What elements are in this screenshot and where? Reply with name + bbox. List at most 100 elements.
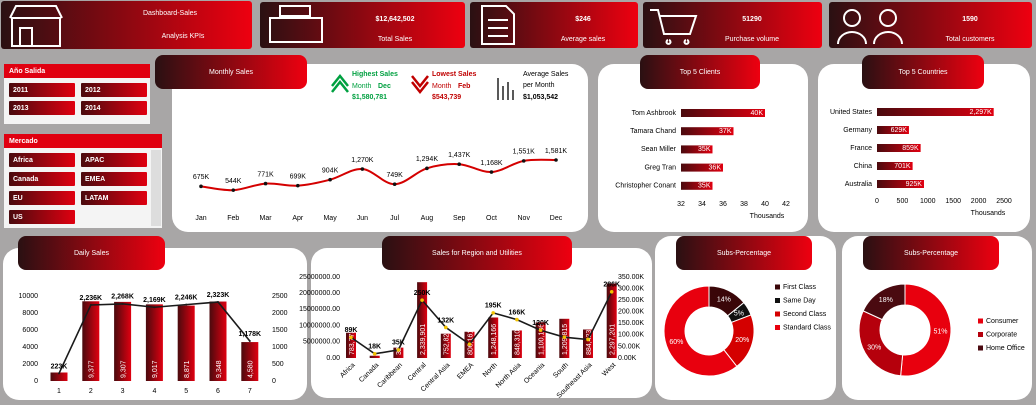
x-tick-label: Aug xyxy=(421,215,434,222)
point xyxy=(562,335,567,339)
panel xyxy=(172,64,588,232)
y-tick-label: 5000000.00 xyxy=(303,339,340,346)
kpi-value: 51290 xyxy=(742,16,762,23)
point xyxy=(185,303,188,306)
y-tick-label: 15000000.00 xyxy=(299,306,340,313)
data-label: 51% xyxy=(933,329,947,336)
data-label: 2,236K xyxy=(80,295,103,302)
x-tick-label: 500 xyxy=(897,198,909,205)
data-label: 132K xyxy=(437,317,454,324)
data-label: 1,551K xyxy=(513,149,536,156)
point xyxy=(609,290,614,294)
bar xyxy=(511,330,522,358)
slicer-button[interactable] xyxy=(81,191,147,205)
data-label: 35K xyxy=(392,340,405,347)
slicer-button[interactable] xyxy=(9,101,75,115)
slicer-button[interactable] xyxy=(81,83,147,97)
y2-tick-label: 350.00K xyxy=(618,274,644,281)
point xyxy=(231,188,236,192)
category-label: France xyxy=(850,145,872,152)
x-tick-label: May xyxy=(323,215,337,222)
slicer-button[interactable] xyxy=(81,101,147,115)
point xyxy=(521,159,526,163)
scrollbar[interactable] xyxy=(151,150,161,226)
point xyxy=(444,325,448,330)
bar-label: 8,871 xyxy=(184,360,191,378)
y2-tick-label: 2500 xyxy=(272,293,288,300)
y2-tick-label: 0 xyxy=(272,378,276,385)
legend-label: First Class xyxy=(783,284,817,291)
slicer-button[interactable] xyxy=(9,191,75,205)
point xyxy=(360,167,365,171)
annotation: $1,580,781 xyxy=(352,94,387,101)
legend-label: Corporate xyxy=(986,331,1017,338)
y-tick-label: 0.00 xyxy=(326,355,340,362)
bar-label: 9,307 xyxy=(120,360,127,378)
data-label: 195K xyxy=(485,303,502,310)
slicer-item: 2012 xyxy=(85,87,101,94)
data-label: 35K xyxy=(698,183,711,190)
slicer-button[interactable] xyxy=(9,172,75,186)
x-tick-label: 4 xyxy=(152,388,156,395)
x-tick-label: 2000 xyxy=(971,198,987,205)
data-label: 925K xyxy=(906,181,923,188)
slicer-title: Año Salida xyxy=(9,68,45,75)
bar xyxy=(877,126,909,134)
kpi-label: Purchase volume xyxy=(725,36,779,43)
annotation: Dec xyxy=(378,83,391,90)
data-label: 2,268K xyxy=(111,294,134,301)
bar-label: 9,377 xyxy=(89,360,96,378)
x-tick-label: Dec xyxy=(550,215,563,222)
x-tick-label: Jun xyxy=(357,215,368,222)
point xyxy=(349,335,353,340)
slicer-button[interactable] xyxy=(9,153,75,167)
category-label: United States xyxy=(830,109,873,116)
y-tick-label: 6000 xyxy=(22,327,38,334)
category-label: Christopher Conant xyxy=(615,183,676,190)
point xyxy=(392,182,397,187)
category-label: Sean Miller xyxy=(641,146,677,153)
bar xyxy=(241,342,259,381)
point xyxy=(153,306,156,309)
data-label: 30% xyxy=(867,345,881,352)
point xyxy=(586,337,590,342)
slicer-item: 2013 xyxy=(13,105,29,112)
slicer-item: LATAM xyxy=(85,195,109,202)
slicer-button[interactable] xyxy=(81,172,147,186)
data-label: 223K xyxy=(51,363,68,370)
bar-label: 9,017 xyxy=(152,360,159,378)
point xyxy=(467,342,472,346)
bar xyxy=(440,333,451,358)
chart-title-tab xyxy=(862,55,984,89)
data-label: 749K xyxy=(386,172,403,179)
slicer-button[interactable] xyxy=(9,210,75,224)
chart-title-tab xyxy=(382,236,572,270)
legend-swatch xyxy=(775,311,780,317)
bar xyxy=(877,108,994,116)
data-label: 120K xyxy=(532,320,549,327)
x-tick-label: Jan xyxy=(195,215,206,222)
bar xyxy=(877,144,921,152)
chart-title: Subs-Percentage xyxy=(904,250,958,257)
data-label: 36K xyxy=(709,164,722,171)
line xyxy=(350,291,613,355)
bar-label: 2,339,901 xyxy=(420,324,427,355)
bar-label: 884,423 xyxy=(586,330,593,355)
x-tick-label: Jul xyxy=(390,215,399,222)
bar xyxy=(177,305,195,381)
sales-line xyxy=(200,158,557,192)
up-arrow xyxy=(331,73,349,93)
data-label: 2,323K xyxy=(207,292,230,299)
data-label: 20% xyxy=(735,337,749,344)
legend-swatch xyxy=(978,332,983,337)
bar-label: 4,580 xyxy=(248,360,255,378)
slicer-button[interactable] xyxy=(9,83,75,97)
bar xyxy=(145,304,163,381)
point xyxy=(121,302,124,305)
slicer-item: US xyxy=(13,214,23,221)
x-tick-label: Sep xyxy=(453,215,466,222)
bar xyxy=(50,372,68,381)
data-label: 629K xyxy=(891,127,908,134)
slicer-button[interactable] xyxy=(81,153,147,167)
y2-tick-label: 300.00K xyxy=(618,285,644,292)
